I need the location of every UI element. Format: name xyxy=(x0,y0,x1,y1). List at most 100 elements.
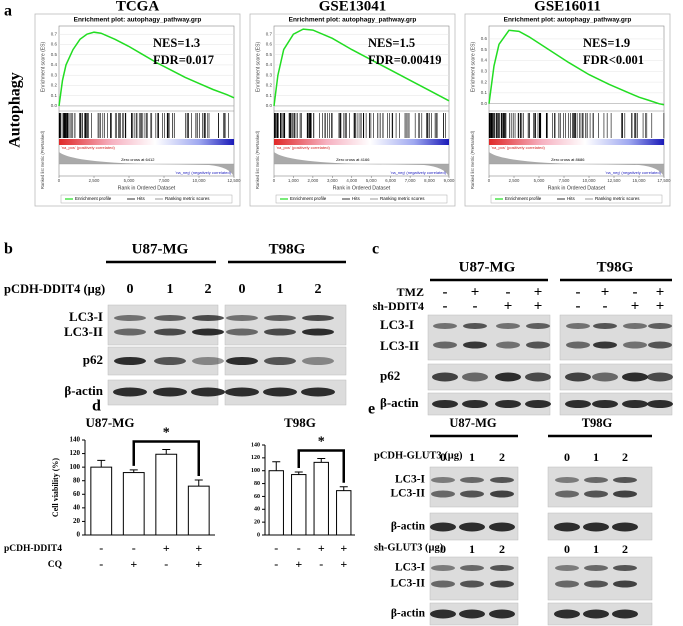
y-tick-label: 0.7 xyxy=(51,31,58,36)
condition-label: CQ xyxy=(48,560,62,570)
pos-label: 'na_pos' (positively correlated) xyxy=(491,145,545,150)
pos-label: 'na_pos' (positively correlated) xyxy=(61,145,115,150)
y-tick-label: 140 xyxy=(251,442,260,448)
band xyxy=(565,372,591,382)
band xyxy=(555,490,579,498)
chart-subtitle: Enrichment plot: autophagy_pathway.grp xyxy=(289,17,417,24)
band xyxy=(154,357,186,365)
condition-sign: + xyxy=(656,298,665,314)
blot xyxy=(224,304,347,346)
band xyxy=(490,580,514,588)
band xyxy=(613,565,637,571)
x-tick-label: 2,500 xyxy=(509,178,520,183)
band xyxy=(554,609,580,619)
band xyxy=(263,387,297,397)
y-tick-label: 40 xyxy=(254,507,260,513)
band xyxy=(430,522,456,532)
x-tick-label: 0 xyxy=(488,178,491,183)
row-label: p62 xyxy=(380,368,400,383)
band xyxy=(431,490,455,498)
lane-label: 0 xyxy=(564,450,570,464)
condition-sign: + xyxy=(195,557,202,571)
y-tick-label: 100 xyxy=(70,463,81,471)
treatment-label: pCDH-DDIT4 (μg) xyxy=(4,282,105,296)
x-tick-label: 7,500 xyxy=(559,178,570,183)
row-label: LC3-II xyxy=(380,338,419,353)
chart-title: TCGA xyxy=(116,0,160,14)
band xyxy=(613,477,637,483)
y-tick-label: 0.2 xyxy=(266,83,273,88)
condition-sign: + xyxy=(631,298,640,314)
condition-sign: + xyxy=(295,557,302,571)
annotation: NES=1.5 xyxy=(368,36,415,50)
row-label: LC3-I xyxy=(395,562,426,574)
y-tick-label: 0.0 xyxy=(266,103,273,108)
row-label: LC3-I xyxy=(69,309,103,324)
condition-sign: - xyxy=(274,541,278,555)
y-tick-label: 0.0 xyxy=(51,103,58,108)
zero-cross: Zero cross at 4166 xyxy=(336,157,370,162)
band xyxy=(302,315,334,321)
band xyxy=(593,341,617,349)
y-tick-label: 0.6 xyxy=(266,42,273,47)
lane-label: 0 xyxy=(440,450,446,464)
band xyxy=(593,323,617,329)
band xyxy=(584,490,608,498)
condition-sign: - xyxy=(274,557,278,571)
band xyxy=(612,609,638,619)
y-tick-label: 0.4 xyxy=(51,62,58,67)
y-tick-label: 0.4 xyxy=(481,58,488,63)
row-label: β-actin xyxy=(391,608,426,620)
chart-title: T98G xyxy=(284,415,316,430)
lane-label: 1 xyxy=(469,542,475,556)
condition-sign: + xyxy=(163,541,170,555)
y-tick-label: 0.7 xyxy=(266,31,273,36)
band xyxy=(459,522,485,532)
metric-label: Ranked list metric (PreRanked) xyxy=(255,130,260,189)
condition-sign: - xyxy=(443,284,448,300)
neg-label: 'na_neg' (negatively correlated) xyxy=(605,170,661,175)
band xyxy=(565,400,591,408)
lane-label: 1 xyxy=(469,450,475,464)
band xyxy=(463,323,487,329)
x-tick-label: 5,000 xyxy=(124,178,135,183)
lane-label: 0 xyxy=(564,542,570,556)
row-label: β-actin xyxy=(380,395,419,410)
condition-sign: - xyxy=(473,298,478,314)
x-tick-label: 4,000 xyxy=(346,178,357,183)
cell-line: T98G xyxy=(582,416,613,430)
x-tick-label: 10,000 xyxy=(192,178,206,183)
blot xyxy=(427,314,551,361)
y-tick-label: 0.1 xyxy=(481,90,488,95)
blot xyxy=(107,304,219,346)
ranked-metric xyxy=(274,152,449,177)
legend-label: Ranking metric scores xyxy=(380,196,425,201)
condition-sign: + xyxy=(534,298,543,314)
chart-title: GSE16011 xyxy=(534,0,601,14)
condition-sign: + xyxy=(534,284,543,300)
neg-label: 'na_neg' (negatively correlated) xyxy=(175,170,231,175)
y-tick-label: 140 xyxy=(70,436,81,444)
band xyxy=(525,372,551,382)
y-tick-label: 0.3 xyxy=(51,72,58,77)
blot xyxy=(559,314,673,361)
band xyxy=(462,372,488,382)
band xyxy=(226,315,258,321)
band xyxy=(460,565,484,571)
band xyxy=(613,580,637,588)
band xyxy=(495,372,521,382)
pos-label: 'na_pos' (positively correlated) xyxy=(276,145,330,150)
row-label: LC3-I xyxy=(395,474,426,486)
x-tick-label: 2,500 xyxy=(89,178,100,183)
rank-bar xyxy=(489,139,664,145)
band xyxy=(264,328,296,336)
y-tick-label: 40 xyxy=(73,503,81,511)
band xyxy=(154,328,186,336)
x-tick-label: 12,500 xyxy=(607,178,621,183)
band xyxy=(264,357,296,365)
cell-line: U87-MG xyxy=(449,416,496,430)
y-axis-label: Enrichment score (ES) xyxy=(255,42,261,93)
band xyxy=(153,387,187,397)
condition-label: pCDH-DDIT4 xyxy=(4,544,62,554)
x-tick-label: 17,500 xyxy=(657,178,671,183)
